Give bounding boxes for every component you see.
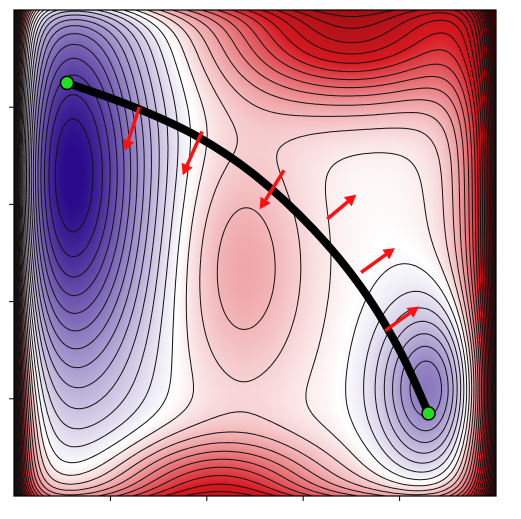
contour-level-15 <box>21 10 473 492</box>
force-arrow-2 <box>181 130 204 176</box>
contour-level-22 <box>15 10 486 496</box>
contour-level-2 <box>48 94 103 258</box>
contour-level-11 <box>26 10 462 464</box>
minimum-energy-path <box>63 78 433 418</box>
contour-level-19 <box>17 10 481 496</box>
contour-level-10 <box>27 10 458 454</box>
contour-lines <box>14 10 496 496</box>
contour-level-18 <box>18 10 479 496</box>
contour-level-1 <box>54 118 94 233</box>
force-arrow-6 <box>384 306 419 333</box>
contour-level-14 <box>22 10 470 487</box>
contour-level-26 <box>14 10 491 496</box>
contour-level-21 <box>15 10 484 496</box>
contour-level-12 <box>24 10 465 473</box>
contour-level-23 <box>14 10 487 496</box>
potential-heatmap <box>14 10 496 496</box>
contour-level-9 <box>29 14 454 443</box>
endpoints <box>59 75 436 421</box>
force-arrow-5 <box>360 248 395 274</box>
plot-border <box>13 9 497 497</box>
contour-level-30 <box>14 10 496 496</box>
contour-level-29 <box>14 10 495 496</box>
contour-level-13 <box>23 10 468 481</box>
plot-area <box>14 10 496 496</box>
contour-level-27 <box>14 10 492 496</box>
contour-level-5 <box>37 43 125 314</box>
minimum-energy-path-layer <box>63 78 433 418</box>
force-arrow-3 <box>259 169 286 210</box>
contour-level-17 <box>19 10 477 496</box>
contour-level-32 <box>14 10 496 496</box>
contour-level-16 <box>20 10 475 496</box>
contour-level-8 <box>30 19 449 432</box>
end-point <box>421 406 436 421</box>
start-point <box>59 75 75 91</box>
force-arrows <box>122 106 419 333</box>
axes-frame <box>9 9 497 501</box>
force-arrow-4 <box>326 194 357 221</box>
contour-level-28 <box>14 10 493 496</box>
contour-level-7 <box>32 25 442 418</box>
contour-level-3 <box>44 74 111 278</box>
axis-ticks <box>9 106 401 501</box>
contour-level-20 <box>16 10 482 496</box>
force-arrow-1 <box>122 106 141 151</box>
contour-level-6 <box>34 33 132 332</box>
